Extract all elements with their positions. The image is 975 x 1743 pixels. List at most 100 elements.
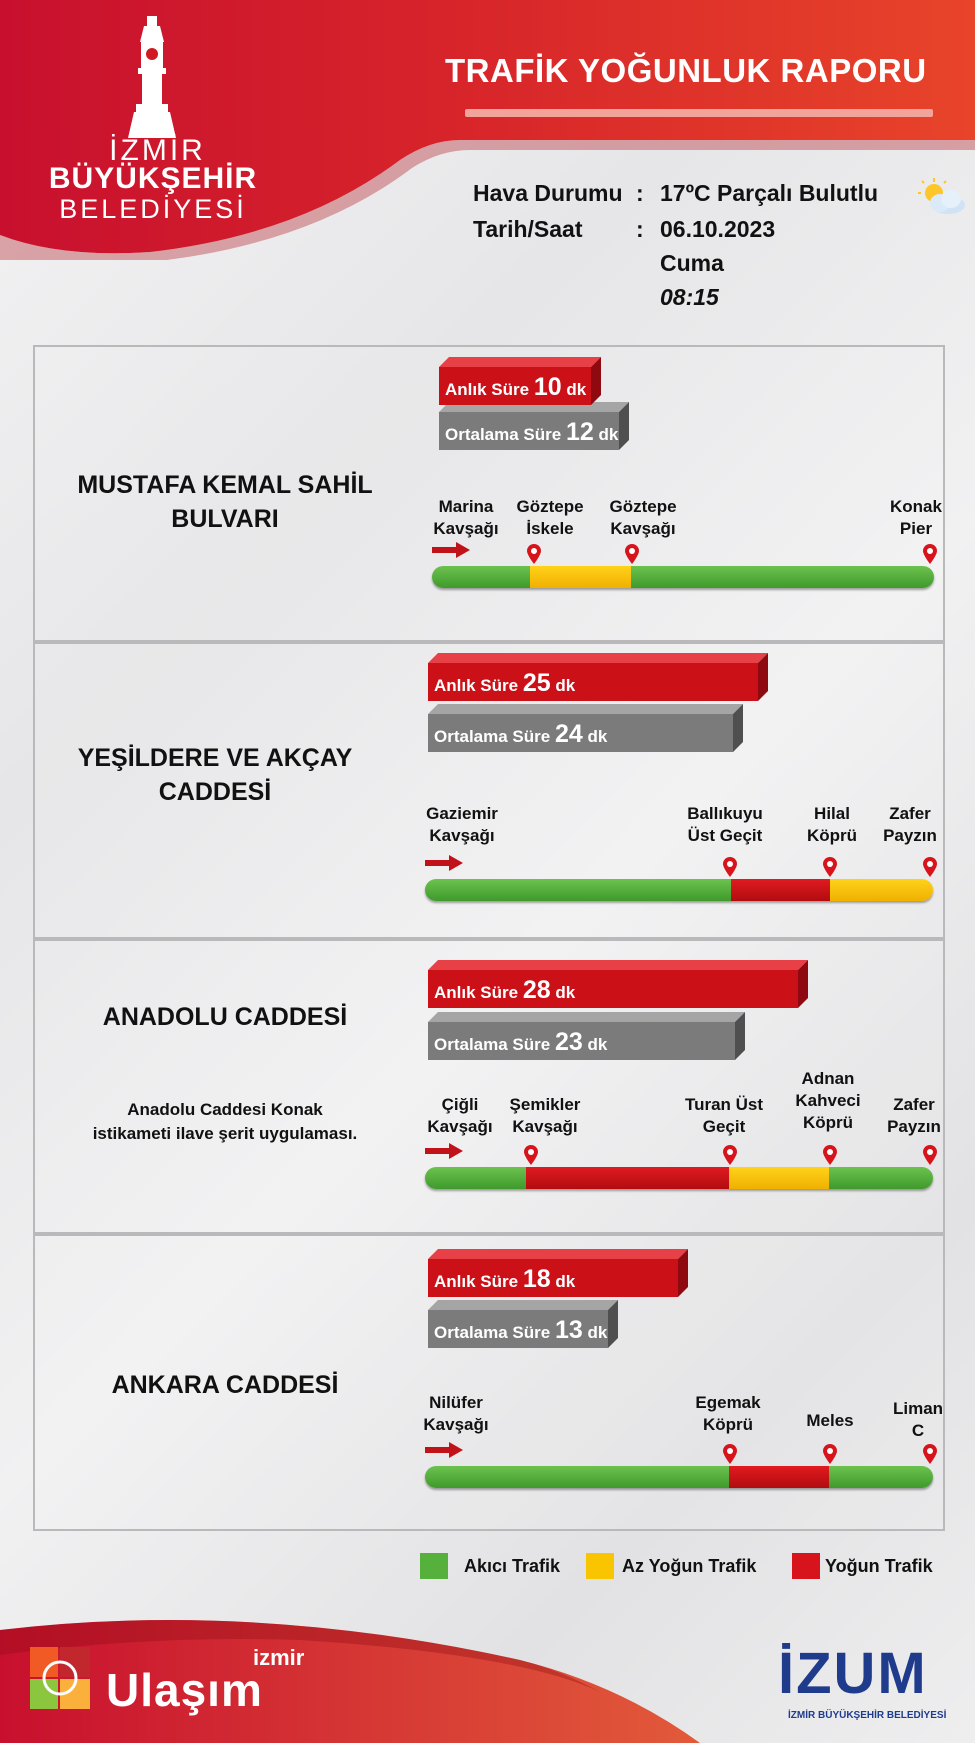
traffic-segment-yellow	[830, 879, 933, 901]
stop-label: Meles	[770, 1410, 890, 1432]
average-duration-bar-text: Ortalama Süre 13 dk	[434, 1316, 607, 1345]
stop-line2: Üst Geçit	[687, 826, 763, 845]
stop-label: Egemak Köprü	[668, 1392, 788, 1436]
road-name-line1: MUSTAFA KEMAL SAHİL	[77, 471, 373, 499]
instant-duration-bar-unit: dk	[555, 983, 576, 1002]
traffic-segment-green	[432, 566, 531, 588]
average-duration-bar: Ortalama Süre 24 dk	[428, 704, 743, 752]
start-arrow-icon	[425, 855, 463, 871]
average-duration-bar-label: Ortalama Süre	[434, 1323, 551, 1342]
stop-label: Göztepe İskele	[490, 496, 610, 540]
ulasim-logo-small: izmir	[253, 1645, 305, 1670]
stop-line1: Çiğli	[441, 1095, 479, 1114]
location-pin-icon	[721, 856, 739, 878]
instant-duration-bar-text: Anlık Süre 18 dk	[434, 1265, 575, 1294]
ulasim-logo-big: Ulaşım	[106, 1664, 263, 1716]
traffic-segment-green	[425, 879, 731, 901]
stop-label: Konak Pier	[856, 496, 975, 540]
average-duration-bar-value: 13	[554, 1316, 583, 1344]
stop-line3: Köprü	[802, 1113, 854, 1132]
location-pin-icon	[921, 543, 939, 565]
location-pin-icon	[921, 856, 939, 878]
road-note-line2: istikameti ilave şerit uygulaması.	[92, 1124, 358, 1143]
traffic-segment-yellow	[728, 1167, 829, 1189]
legend-green-swatch	[420, 1553, 448, 1579]
stop-line2: Kavşağı	[423, 1415, 489, 1434]
traffic-track	[432, 566, 934, 588]
traffic-track	[425, 1466, 933, 1488]
stop-label: Göztepe Kavşağı	[583, 496, 703, 540]
stop-line1: Göztepe	[609, 497, 677, 516]
stop-label: Liman C	[858, 1398, 975, 1442]
instant-duration-bar-text: Anlık Süre 28 dk	[434, 976, 575, 1005]
stop-line1: Meles	[806, 1411, 854, 1430]
instant-duration-bar-text: Anlık Süre 10 dk	[445, 373, 586, 402]
logo-line-buyuksehir: BÜYÜKŞEHİR	[48, 162, 258, 195]
stop-label: Zafer Payzın	[854, 1094, 974, 1138]
location-pin-icon	[522, 1144, 540, 1166]
average-duration-bar: Ortalama Süre 12 dk	[439, 402, 629, 450]
stop-label: Zafer Payzın	[850, 803, 970, 847]
instant-duration-bar: Anlık Süre 18 dk	[428, 1249, 688, 1297]
legend-green-label: Akıcı Trafik	[464, 1556, 561, 1576]
stop-line1: Ballıkuyu	[687, 804, 763, 823]
traffic-track	[425, 879, 933, 901]
average-duration-bar-unit: dk	[587, 727, 608, 746]
traffic-segment-green	[425, 1466, 729, 1488]
traffic-segment-red	[525, 1167, 729, 1189]
location-pin-icon	[721, 1443, 739, 1465]
stop-line2: Kavşağı	[610, 519, 676, 538]
road-name-line2: BULVARI	[171, 505, 279, 533]
start-arrow-icon	[425, 1143, 463, 1159]
traffic-segment-green	[425, 1167, 526, 1189]
traffic-segment-red	[730, 879, 831, 901]
average-duration-bar-label: Ortalama Süre	[445, 425, 562, 444]
start-arrow-icon	[432, 542, 470, 558]
average-duration-bar-value: 23	[554, 1028, 583, 1056]
stop-line1: Zafer	[889, 804, 931, 823]
date-label: Tarih/Saat	[473, 216, 583, 242]
road-name: ANKARA CADDESİ	[60, 1368, 390, 1402]
traffic-segment-yellow	[530, 566, 632, 588]
instant-duration-bar-value: 25	[522, 669, 551, 697]
stop-label: Turan Üst Geçit	[664, 1094, 784, 1138]
instant-duration-bar-unit: dk	[555, 1272, 576, 1291]
road-name-line1: YEŞİLDERE VE AKÇAY	[77, 744, 353, 772]
instant-duration-bar-label: Anlık Süre	[445, 380, 530, 399]
average-duration-bar-label: Ortalama Süre	[434, 1035, 551, 1054]
clock-tower-icon	[128, 16, 176, 138]
legend-red-swatch	[792, 1553, 820, 1579]
location-pin-icon	[821, 1443, 839, 1465]
stop-line2: C	[911, 1421, 925, 1440]
izum-logo-big: İZUM	[778, 1641, 928, 1706]
average-duration-bar-text: Ortalama Süre 12 dk	[445, 418, 618, 447]
instant-duration-bar-text: Anlık Süre 25 dk	[434, 669, 575, 698]
date-separator: :	[636, 216, 644, 242]
average-duration-bar-value: 24	[554, 720, 583, 748]
average-duration-bar-unit: dk	[587, 1035, 608, 1054]
stop-line2: Payzın	[883, 826, 937, 845]
instant-duration-bar: Anlık Süre 10 dk	[439, 357, 601, 405]
stop-line2: Köprü	[806, 826, 858, 845]
izum-logo-small: İZMİR BÜYÜKŞEHİR BELEDİYESİ	[788, 1710, 947, 1721]
location-pin-icon	[921, 1443, 939, 1465]
instant-duration-bar-value: 18	[522, 1265, 551, 1293]
stop-label: Şemikler Kavşağı	[485, 1094, 605, 1138]
stop-label: Çiğli Kavşağı	[400, 1094, 520, 1138]
stop-line1: Konak	[890, 497, 942, 516]
stop-line2: Payzın	[887, 1117, 941, 1136]
road-name: YEŞİLDERE VE AKÇAY CADDESİ	[60, 741, 370, 809]
traffic-track	[425, 1167, 933, 1189]
instant-duration-bar-unit: dk	[566, 380, 587, 399]
start-arrow-icon	[425, 1442, 463, 1458]
average-duration-bar: Ortalama Süre 13 dk	[428, 1300, 618, 1348]
stop-line2: Kavşağı	[433, 519, 499, 538]
weather-label: Hava Durumu	[473, 180, 623, 206]
day-value: Cuma	[660, 250, 724, 276]
stop-line2: İskele	[526, 519, 574, 538]
stop-line1: Marina	[438, 497, 494, 516]
instant-duration-bar-label: Anlık Süre	[434, 983, 519, 1002]
instant-duration-bar-label: Anlık Süre	[434, 1272, 519, 1291]
location-pin-icon	[525, 543, 543, 565]
footer-banner	[0, 1600, 975, 1743]
